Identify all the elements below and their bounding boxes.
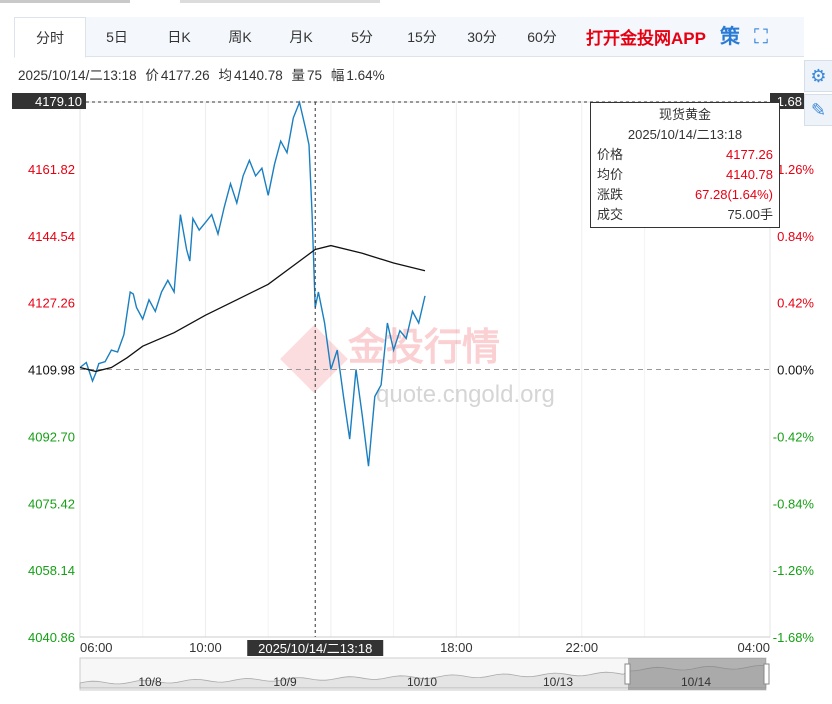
tab-15min[interactable]: 15分 bbox=[407, 28, 437, 45]
fullscreen-icon[interactable]: ⛶ bbox=[753, 25, 768, 48]
tab-30min[interactable]: 30分 bbox=[467, 28, 497, 45]
tab-weekly-k[interactable]: 周K bbox=[228, 28, 252, 45]
info-vol: 75 bbox=[307, 68, 323, 83]
navigator-date-label: 10/14 bbox=[681, 675, 711, 689]
draw-tool-icon[interactable]: ✎ bbox=[804, 94, 832, 126]
chart-axes: 4161.82 1.26% 4144.54 0.84% 4127.26 0.42% 4109… bbox=[28, 162, 814, 655]
info-vol-label: 量 bbox=[291, 68, 306, 83]
info-avg: 4140.78 bbox=[233, 68, 283, 83]
navigator-date-label: 10/10 bbox=[407, 675, 437, 689]
data-tooltip: 现货黄金 2025/10/14/二13:18 价格 4177.26 均价 4140.… bbox=[590, 102, 780, 228]
navigator-window bbox=[628, 658, 766, 690]
tooltip-value: 4140.78 bbox=[726, 167, 773, 182]
pct-tick-label: -0.84% bbox=[773, 496, 815, 511]
y-tick-label: 4161.82 bbox=[28, 162, 75, 177]
cursor-price-label: 4179.10 bbox=[35, 94, 82, 109]
x-tick-label: 10:00 bbox=[189, 640, 222, 655]
x-tick-label: 06:00 bbox=[80, 640, 113, 655]
quote-info-bar: 2025/10/14/二13:18 价 4177.26 均 4140.78 量 75 … bbox=[18, 64, 390, 84]
tooltip-key: 成交 bbox=[597, 207, 624, 222]
cursor-time-box bbox=[247, 640, 384, 656]
navigator-date-label: 10/9 bbox=[273, 675, 297, 689]
tooltip-row-change: 涨跌 67.28(1.64%) bbox=[597, 185, 773, 205]
top-strip bbox=[0, 0, 832, 4]
tooltip-row-price: 价格 4177.26 bbox=[597, 145, 773, 165]
tab-daily-k[interactable]: 日K bbox=[167, 28, 191, 45]
tooltip-row-volume: 成交 75.00手 bbox=[597, 205, 773, 225]
navigator-handle-right bbox=[763, 663, 770, 685]
pct-tick-label: -1.68% bbox=[773, 630, 815, 645]
cursor-time-label: 2025/10/14/二13:18 bbox=[258, 641, 372, 656]
tooltip-value: 4177.26 bbox=[726, 147, 773, 162]
tab-monthly-k[interactable]: 月K bbox=[289, 28, 313, 45]
tooltip-value: 67.28(1.64%) bbox=[694, 187, 773, 202]
x-tick-label: 18:00 bbox=[440, 640, 473, 655]
open-app-link[interactable]: 打开金投网APP bbox=[586, 29, 706, 48]
y-tick-label: 4092.70 bbox=[28, 429, 75, 444]
average-line bbox=[79, 244, 426, 373]
tab-5min[interactable]: 5分 bbox=[351, 28, 373, 45]
tab-5day[interactable]: 5日 bbox=[106, 28, 128, 45]
tooltip-key: 价格 bbox=[597, 147, 624, 162]
y-tick-label: 4040.86 bbox=[28, 630, 75, 645]
watermark-url: quote.cngold.org bbox=[376, 381, 555, 408]
navigator-date-label: 10/13 bbox=[543, 675, 573, 689]
logo-diamond bbox=[280, 325, 348, 393]
info-amp-label: 幅 bbox=[330, 68, 345, 83]
strategy-icon[interactable]: 策 bbox=[719, 25, 740, 48]
info-amp: 1.64% bbox=[346, 68, 385, 83]
y-tick-label: 4144.54 bbox=[28, 229, 75, 244]
info-datetime: 2025/10/14/二13:18 bbox=[18, 68, 137, 83]
info-avg-label: 均 bbox=[218, 68, 232, 83]
time-navigator: 10/8 10/9 10/10 10/13 10/14 bbox=[79, 657, 770, 691]
y-tick-label: 4127.26 bbox=[28, 296, 75, 311]
y-tick-label: 4075.42 bbox=[28, 496, 75, 511]
tooltip-key: 涨跌 bbox=[597, 187, 624, 202]
cursor-price-box bbox=[12, 93, 86, 109]
navigator-handle-left bbox=[624, 663, 631, 685]
info-price-label: 价 bbox=[145, 68, 159, 83]
tab-60min[interactable]: 60分 bbox=[527, 28, 557, 45]
pct-tick-label: 0.00% bbox=[777, 363, 814, 378]
chart-series bbox=[79, 100, 426, 467]
watermark-title: 金投行情 bbox=[347, 326, 500, 369]
period-tab-bar: 分时 5日 日K 周K 月K 5分 15分 30分 60分 打开金投网APP 策… bbox=[14, 16, 804, 58]
crosshair: 4179.10 1.68 2025/10/14/二13:18 bbox=[12, 93, 804, 656]
price-line bbox=[79, 100, 426, 467]
cursor-pct-label: 1.68 bbox=[777, 94, 802, 109]
info-price: 4177.26 bbox=[160, 68, 210, 83]
y-tick-label: 4109.98 bbox=[28, 363, 75, 378]
pct-tick-label: 0.42% bbox=[777, 296, 814, 311]
tooltip-title: 现货黄金 bbox=[658, 107, 711, 122]
tooltip-datetime: 2025/10/14/二13:18 bbox=[627, 127, 743, 142]
pct-tick-label: 0.84% bbox=[777, 229, 814, 244]
pct-tick-label: 1.26% bbox=[777, 162, 814, 177]
navigator-date-label: 10/8 bbox=[138, 675, 162, 689]
pct-tick-label: -0.42% bbox=[773, 429, 815, 444]
tooltip-row-avg: 均价 4140.78 bbox=[597, 165, 773, 185]
x-tick-label: 22:00 bbox=[566, 640, 599, 655]
pct-tick-label: -1.26% bbox=[773, 563, 815, 578]
tab-intraday[interactable]: 分时 bbox=[14, 16, 86, 58]
watermark: 金投行情 quote.cngold.org bbox=[280, 325, 555, 408]
tooltip-value: 75.00手 bbox=[727, 207, 773, 222]
settings-icon[interactable]: ⚙ bbox=[804, 60, 832, 92]
watermark-logo bbox=[280, 325, 348, 393]
x-tick-label: 04:00 bbox=[737, 640, 770, 655]
tooltip-key: 均价 bbox=[597, 167, 624, 182]
y-tick-label: 4058.14 bbox=[28, 563, 75, 578]
